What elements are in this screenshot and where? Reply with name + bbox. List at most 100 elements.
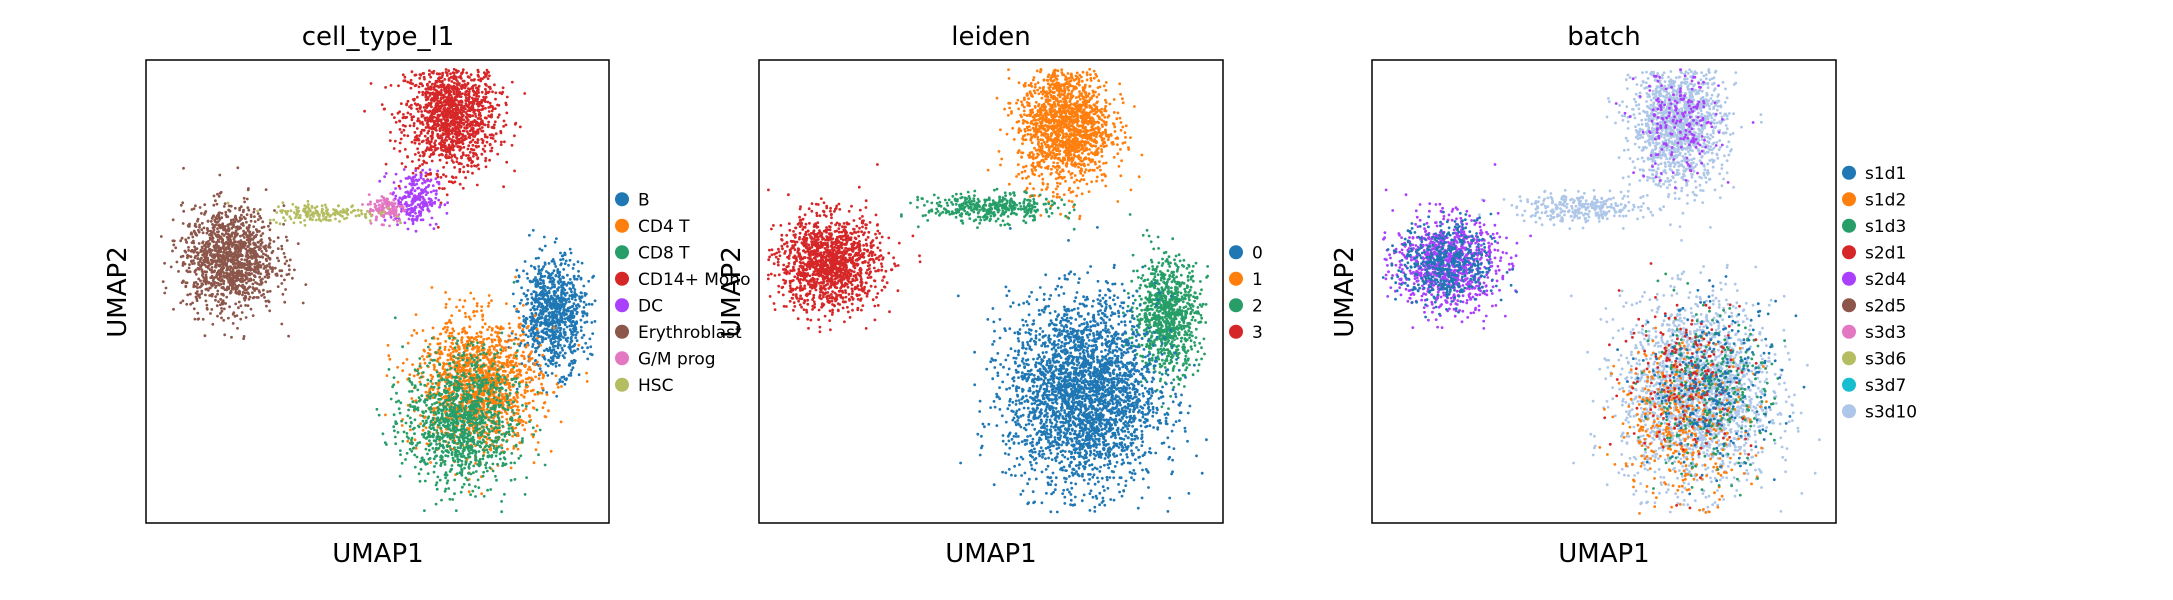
- scatter-point: [571, 362, 574, 365]
- scatter-point: [534, 257, 538, 260]
- scatter-point: [445, 193, 449, 197]
- scatter-point: [237, 272, 240, 276]
- scatter-point: [242, 229, 246, 233]
- scatter-point: [383, 201, 387, 205]
- scatter-point: [558, 351, 562, 354]
- scatter-point: [430, 216, 434, 220]
- scatter-point: [468, 114, 472, 117]
- scatter-point: [237, 278, 240, 281]
- scatter-point: [228, 222, 232, 226]
- scatter-point: [275, 211, 279, 214]
- scatter-point: [410, 206, 413, 210]
- scatter-point: [413, 141, 417, 145]
- scatter-point: [459, 74, 462, 78]
- scatter-point: [434, 102, 438, 106]
- scatter-point: [443, 99, 446, 102]
- scatter-point: [234, 291, 238, 294]
- scatter-point: [426, 117, 430, 121]
- scatter-point: [558, 378, 562, 382]
- scatter-point: [260, 250, 264, 253]
- scatter-point: [447, 83, 451, 87]
- scatter-point: [397, 199, 400, 202]
- scatter-point: [366, 203, 370, 206]
- scatter-point: [246, 304, 250, 307]
- scatter-point: [465, 340, 469, 343]
- scatter-point: [577, 274, 580, 278]
- scatter-point: [549, 273, 553, 277]
- scatter-point: [267, 245, 270, 249]
- scatter-point: [559, 258, 562, 262]
- scatter-point: [493, 139, 497, 143]
- scatter-point: [451, 327, 455, 331]
- scatter-point: [209, 229, 213, 233]
- scatter-point: [392, 181, 396, 184]
- scatter-point: [186, 256, 189, 260]
- scatter-point: [412, 194, 416, 198]
- scatter-point: [555, 361, 558, 365]
- scatter-point: [471, 103, 475, 107]
- scatter-point: [198, 260, 202, 263]
- scatter-point: [582, 300, 586, 304]
- scatter-point: [384, 172, 388, 175]
- scatter-point: [429, 178, 433, 182]
- scatter-point: [468, 106, 472, 110]
- scatter-point: [530, 312, 534, 315]
- scatter-point: [546, 276, 550, 280]
- scatter-point: [421, 181, 424, 185]
- scatter-point: [510, 80, 514, 84]
- scatter-point: [429, 461, 432, 464]
- scatter-point: [216, 292, 219, 296]
- scatter-point: [215, 271, 219, 275]
- scatter-point: [469, 128, 473, 132]
- scatter-point: [467, 336, 471, 340]
- scatter-point: [457, 141, 461, 145]
- scatter-point: [523, 428, 527, 432]
- scatter-point: [561, 286, 565, 290]
- scatter-point: [201, 262, 205, 266]
- scatter-point: [378, 204, 381, 207]
- scatter-point: [218, 225, 222, 228]
- scatter-point: [450, 341, 454, 345]
- scatter-point: [222, 293, 225, 297]
- scatter-point: [568, 294, 572, 298]
- scatter-point: [458, 359, 462, 363]
- scatter-point: [278, 222, 282, 226]
- scatter-point: [458, 100, 462, 104]
- scatter-point: [520, 298, 523, 302]
- scatter-point: [564, 378, 568, 382]
- scatter-point: [434, 148, 438, 151]
- scatter-point: [572, 263, 576, 266]
- scatter-point: [261, 262, 265, 266]
- scatter-point: [234, 245, 238, 249]
- scatter-point: [562, 332, 566, 335]
- scatter-point: [552, 260, 556, 263]
- scatter-point: [411, 210, 415, 214]
- scatter-point: [486, 328, 489, 331]
- scatter-point: [393, 139, 397, 143]
- scatter-point: [477, 95, 481, 98]
- scatter-point: [433, 84, 437, 88]
- scatter-point: [353, 209, 356, 212]
- scatter-point: [356, 209, 360, 212]
- scatter-point: [182, 166, 185, 170]
- scatter-point: [505, 111, 509, 115]
- scatter-point: [320, 204, 324, 208]
- scatter-point: [416, 147, 419, 151]
- scatter-point: [335, 210, 339, 214]
- scatter-point: [544, 301, 547, 304]
- scatter-point: [251, 314, 255, 317]
- scatter-point: [532, 297, 535, 301]
- scatter-point: [563, 344, 566, 348]
- scatter-point: [565, 339, 569, 343]
- scatter-point: [246, 206, 250, 210]
- scatter-point: [526, 276, 530, 280]
- scatter-point: [402, 128, 406, 132]
- scatter-point: [487, 106, 491, 109]
- scatter-point: [475, 183, 479, 187]
- scatter-point: [413, 97, 416, 101]
- scatter-point: [506, 421, 509, 425]
- scatter-point: [517, 310, 520, 313]
- scatter-point: [488, 325, 491, 329]
- scatter-point: [454, 88, 458, 91]
- scatter-point: [211, 322, 215, 326]
